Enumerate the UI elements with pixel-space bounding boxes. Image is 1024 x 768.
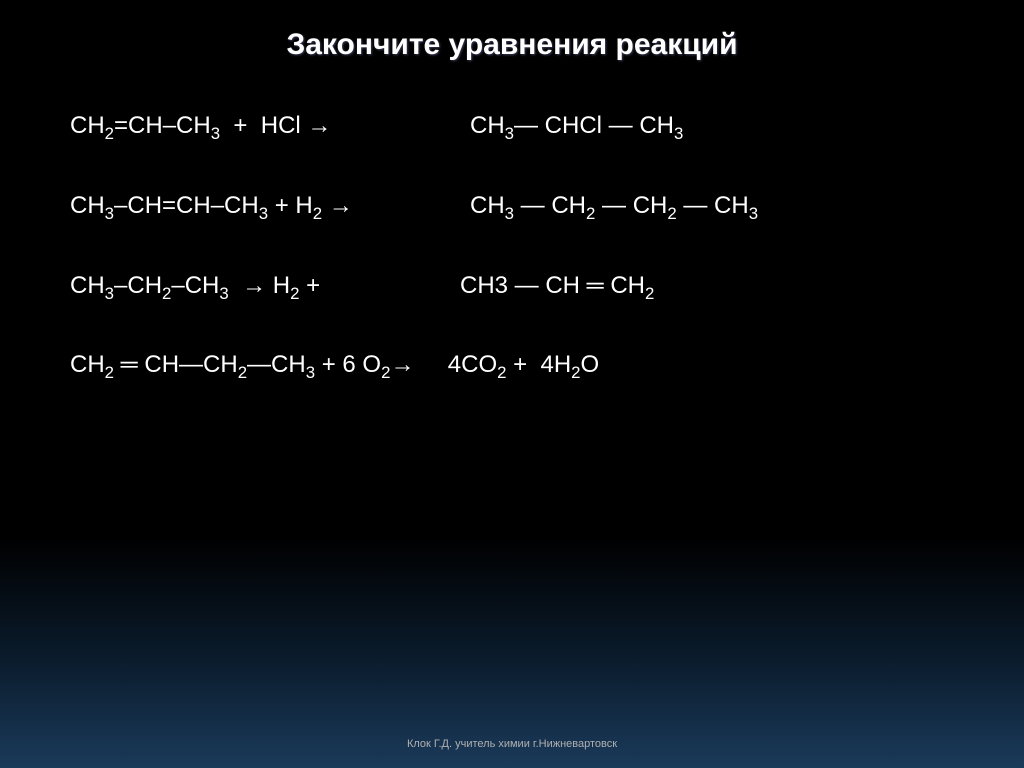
eq1-right: CH3— CHCl — CH3: [470, 112, 683, 144]
eq4-left: CH2 ═ CH—CH2—CH3 + 6 O2→: [70, 351, 414, 383]
eq1-left: CH2=CH–CH3 + HCl →: [70, 112, 450, 144]
footer-credit: Клок Г.Д. учитель химии г.Нижневартовск: [0, 738, 1024, 750]
equation-row-3: CH3–CH2–CH3 → H2 + CH3 — CH ═ CH2: [70, 272, 954, 304]
eq3-left: CH3–CH2–CH3 → H2 +: [70, 272, 420, 304]
equation-row-2: CH3–CH=CH–CH3 + H2 → CH3 — CH2 — CH2 — C…: [70, 192, 954, 224]
eq3-right: CH3 — CH ═ CH2: [460, 272, 654, 304]
eq2-right: CH3 — CH2 — CH2 — CH3: [470, 192, 758, 224]
equation-row-4: CH2 ═ CH—CH2—CH3 + 6 O2→ 4CO2 + 4H2O: [70, 351, 954, 383]
eq2-left: CH3–CH=CH–CH3 + H2 →: [70, 192, 450, 224]
eq4-right: 4CO2 + 4H2O: [434, 351, 599, 383]
equation-row-1: CH2=CH–CH3 + HCl → CH3— CHCl — CH3: [70, 112, 954, 144]
equations-container: CH2=CH–CH3 + HCl → CH3— CHCl — CH3 CH3–C…: [0, 62, 1024, 383]
page-title: Закончите уравнения реакций: [0, 0, 1024, 62]
